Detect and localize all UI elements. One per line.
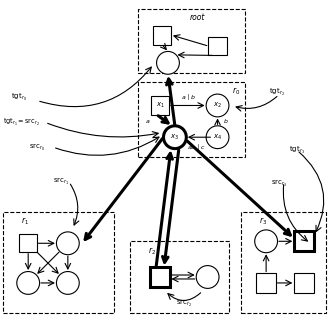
Text: $\mathrm{tgt}_{r_0}$: $\mathrm{tgt}_{r_0}$ [11, 92, 27, 103]
Text: $\mathrm{tgt}_{r_3}$: $\mathrm{tgt}_{r_3}$ [289, 145, 305, 156]
Bar [150, 267, 170, 287]
Circle shape [196, 266, 219, 289]
Text: $r_1$: $r_1$ [21, 215, 29, 227]
Circle shape [206, 126, 229, 149]
Bar [138, 82, 245, 157]
Circle shape [206, 94, 229, 117]
Text: $ab\mid c$: $ab\mid c$ [187, 142, 206, 152]
Bar [150, 96, 170, 115]
Circle shape [17, 271, 40, 294]
Text: $a\mid b$: $a\mid b$ [181, 91, 196, 101]
Text: $\mathrm{src}_{r_2}$: $\mathrm{src}_{r_2}$ [176, 298, 192, 309]
Text: $x_2$: $x_2$ [213, 101, 222, 110]
Text: $b$: $b$ [223, 117, 229, 125]
Bar [256, 273, 276, 293]
Text: $\mathrm{src}_{r_1}$: $\mathrm{src}_{r_1}$ [53, 176, 69, 187]
Bar [294, 232, 314, 251]
Bar [294, 273, 314, 293]
Bar [130, 241, 229, 313]
Bar [208, 37, 227, 55]
Text: $x_3$: $x_3$ [170, 133, 180, 142]
Text: $\mathrm{tgt}_{r_1}=\mathrm{src}_{r_2}$: $\mathrm{tgt}_{r_1}=\mathrm{src}_{r_2}$ [3, 117, 40, 128]
Bar [19, 234, 37, 252]
Text: $x_1$: $x_1$ [155, 101, 165, 110]
Circle shape [156, 52, 180, 74]
Bar [138, 9, 245, 73]
Text: $r_3$: $r_3$ [259, 215, 267, 227]
Text: $r_2$: $r_2$ [148, 245, 156, 257]
Text: $\mathrm{tgt}_{r_2}$: $\mathrm{tgt}_{r_2}$ [269, 87, 285, 98]
Text: $r_0$: $r_0$ [232, 86, 240, 97]
Text: $x_4$: $x_4$ [213, 133, 222, 142]
Circle shape [163, 126, 186, 149]
Text: $\mathrm{src}_{r_3}$: $\mathrm{src}_{r_3}$ [271, 178, 287, 189]
Text: $\mathrm{src}_{r_0}$: $\mathrm{src}_{r_0}$ [29, 142, 46, 153]
Text: root: root [189, 13, 205, 22]
Circle shape [56, 232, 79, 255]
Bar [241, 212, 326, 313]
Bar [3, 212, 115, 313]
Circle shape [255, 230, 278, 253]
Circle shape [56, 271, 79, 294]
Bar [152, 26, 172, 44]
Text: $a$: $a$ [145, 118, 150, 125]
